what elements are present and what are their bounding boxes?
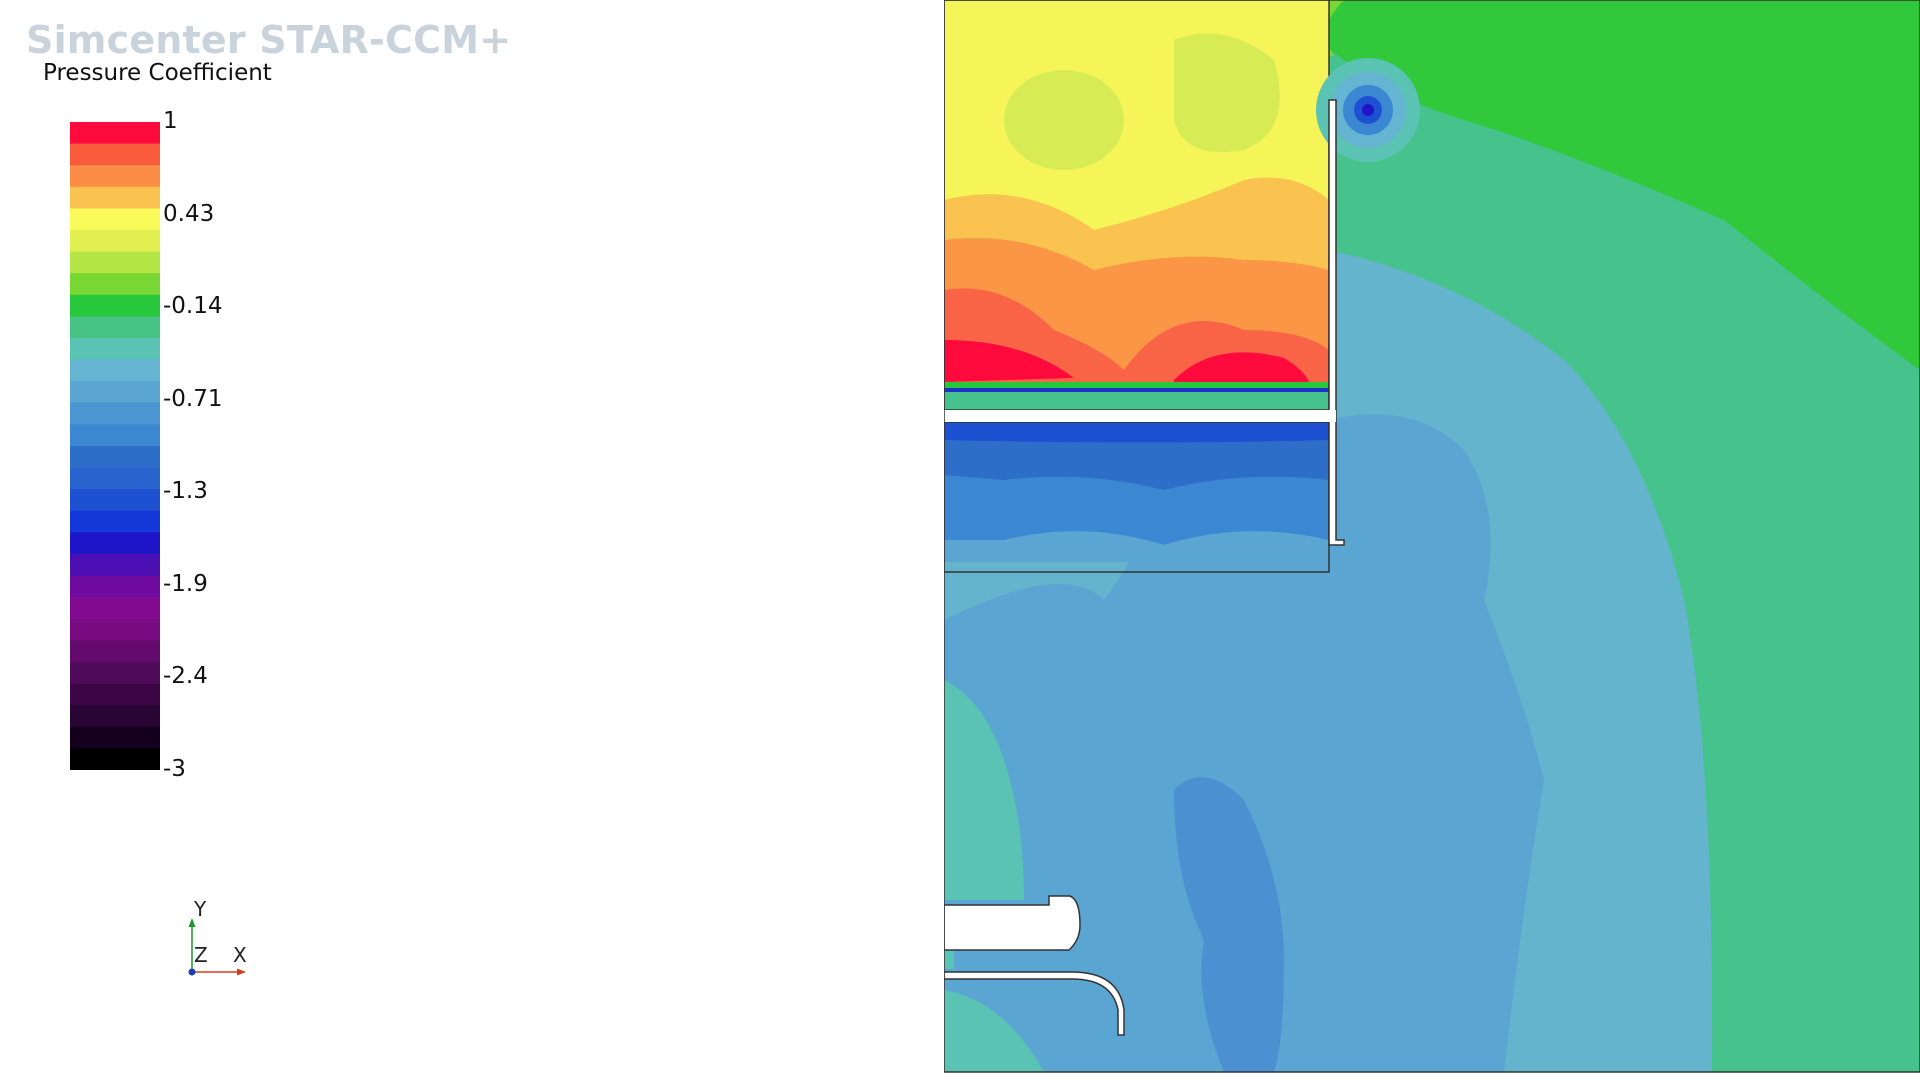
colorbar-band [70, 143, 160, 166]
colorbar-tick-label: -2.4 [163, 663, 208, 690]
colorbar-band [70, 402, 160, 425]
vertical-plate [1328, 99, 1345, 546]
y-axis-label: Y [193, 900, 207, 921]
colorbar-band [70, 467, 160, 490]
app-watermark: Simcenter STAR-CCM+ [26, 18, 512, 62]
field-bottom-teal-patch [944, 990, 1044, 1072]
y-axis-arrow [188, 918, 196, 927]
colorbar-band [70, 251, 160, 274]
z-axis-dot [188, 968, 196, 976]
x-axis-arrow [237, 968, 246, 976]
field-left-teal-patch [944, 680, 1024, 900]
colorbar-band [70, 338, 160, 361]
colorbar-band [70, 640, 160, 663]
colorbar-band [70, 662, 160, 685]
colorbar-band [70, 510, 160, 533]
z-axis-label: Z [194, 943, 208, 967]
tip-vortex [1316, 58, 1420, 162]
curved-duct [944, 971, 1125, 1036]
lower-inlet-nozzle [944, 895, 1081, 951]
colorbar-band [70, 165, 160, 188]
colorbar-tick-label: -0.71 [163, 385, 223, 412]
colorbar-band [70, 273, 160, 296]
upper-chamber [944, 0, 1330, 411]
chamber-gap [944, 410, 1336, 422]
colorbar [70, 122, 160, 770]
colorbar-tick-label: -0.14 [163, 293, 223, 320]
lower-chamber [944, 421, 1330, 573]
field-upper-green-region [1274, 0, 1920, 370]
colorbar-band [70, 186, 160, 209]
x-axis-label: X [233, 943, 247, 967]
colorbar-band [70, 575, 160, 598]
pressure-coefficient-field[interactable] [944, 0, 1920, 1080]
colorbar-band [70, 294, 160, 317]
colorbar-band [70, 554, 160, 577]
colorbar-band [70, 597, 160, 620]
field-deepblue-lobe [1174, 777, 1284, 1072]
colorbar-band [70, 705, 160, 728]
field-midblue-region [944, 414, 1544, 1072]
colorbar-tick-label: -1.3 [163, 478, 208, 505]
colorbar-tick-label: -3 [163, 756, 186, 782]
colorbar-band [70, 424, 160, 447]
colorbar-band [70, 381, 160, 404]
colorbar-band [70, 446, 160, 469]
colorbar-band [70, 122, 160, 145]
colorbar-band [70, 208, 160, 231]
colorbar-tick-label: 0.43 [163, 200, 215, 227]
nozzle-gap [944, 951, 954, 969]
colorbar-band [70, 489, 160, 512]
colorbar-band [70, 726, 160, 749]
legend-title: Pressure Coefficient [43, 60, 272, 86]
colorbar-band [70, 359, 160, 382]
colorbar-band [70, 316, 160, 339]
colorbar-band [70, 618, 160, 641]
domain-border [944, 0, 1920, 1073]
colorbar-band [70, 683, 160, 706]
colorbar-tick-label: -1.9 [163, 570, 208, 597]
axes-triad[interactable]: Y Z X [170, 900, 260, 990]
colorbar-band [70, 748, 160, 770]
colorbar-band [70, 532, 160, 555]
colorbar-tick-label: 1 [163, 108, 178, 134]
colorbar-band [70, 230, 160, 253]
